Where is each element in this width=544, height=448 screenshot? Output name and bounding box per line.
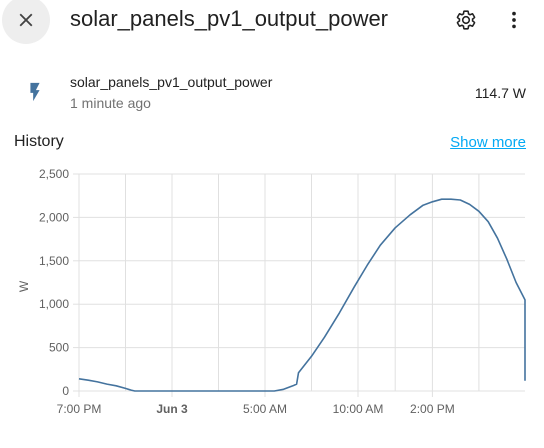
y-tick-label: 0: [62, 384, 69, 398]
x-tick-label: 2:00 PM: [410, 402, 455, 416]
gear-icon: [456, 10, 476, 30]
more-vert-icon: [512, 11, 516, 29]
show-more-link[interactable]: Show more: [450, 134, 526, 151]
entity-row: solar_panels_pv1_output_power 1 minute a…: [0, 68, 544, 116]
y-tick-label: 1,500: [39, 254, 69, 268]
y-tick-label: 1,000: [39, 297, 69, 311]
dialog-title: solar_panels_pv1_output_power: [70, 6, 389, 31]
flash-icon: [30, 82, 40, 102]
x-tick-label: 7:00 PM: [57, 402, 102, 416]
x-tick-label: 5:00 AM: [243, 402, 287, 416]
close-button[interactable]: [2, 0, 50, 44]
y-axis-label: W: [17, 280, 31, 292]
y-tick-label: 2,500: [39, 167, 69, 181]
dialog-header: solar_panels_pv1_output_power: [0, 0, 544, 44]
settings-button[interactable]: [452, 6, 480, 34]
close-icon: [19, 13, 33, 27]
entity-name: solar_panels_pv1_output_power: [70, 74, 273, 90]
series-line: [78, 198, 526, 392]
y-tick-label: 500: [49, 341, 69, 355]
x-tick-label: Jun 3: [156, 402, 188, 416]
more-options-button[interactable]: [500, 6, 528, 34]
y-tick-label: 2,000: [39, 210, 69, 224]
entity-state-value: 114.7 W: [474, 85, 526, 101]
x-tick-label: 10:00 AM: [333, 402, 384, 416]
history-heading: History: [14, 133, 64, 150]
last-changed-time[interactable]: 1 minute ago: [70, 95, 151, 111]
history-chart[interactable]: 0 500 1,000 1,500 2,000 2,500 7:00 PM Jun 3 5:00…: [0, 160, 544, 430]
